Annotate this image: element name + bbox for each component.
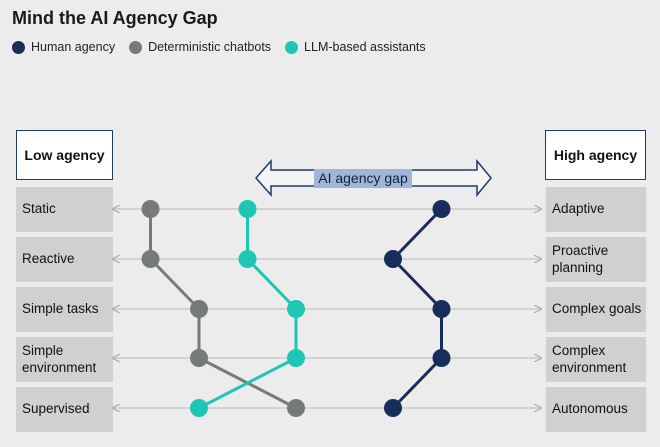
row-label-low-static: Static (16, 187, 113, 232)
legend-label-llm-assistants: LLM-based assistants (304, 40, 426, 54)
row-label-high-proactive-planning: Proactive planning (546, 237, 646, 282)
series-point-deterministic-chatbots-1 (141, 200, 160, 218)
row-label-low-supervised: Supervised (16, 387, 113, 432)
gap-label-highlight (314, 169, 412, 188)
legend: Human agency Deterministic chatbots LLM-… (12, 40, 426, 54)
gap-label: AI agency gap (318, 170, 408, 186)
row-label-low-simple-environment: Simple environment (16, 337, 113, 382)
row-label-high-complex-environment: Complex environment (546, 337, 646, 382)
series-point-deterministic-chatbots-4 (190, 349, 208, 367)
legend-item-deterministic-chatbots: Deterministic chatbots (129, 40, 271, 54)
series-point-human-agency-3 (432, 300, 451, 318)
row-label-high-autonomous: Autonomous (546, 387, 646, 432)
series-point-deterministic-chatbots-3 (190, 300, 208, 318)
series-point-human-agency-1 (432, 200, 451, 218)
low-agency-header: Low agency (16, 130, 113, 180)
gap-arrow: AI agency gap (254, 158, 492, 198)
series-points (141, 200, 451, 417)
series-point-llm-based-assistants-3 (287, 300, 305, 318)
legend-item-human-agency: Human agency (12, 40, 115, 54)
series-point-human-agency-4 (432, 349, 451, 367)
series-point-llm-based-assistants-4 (287, 349, 305, 367)
legend-label-human-agency: Human agency (31, 40, 116, 54)
row-label-high-complex-goals: Complex goals (546, 287, 646, 332)
series-point-llm-based-assistants-1 (238, 200, 257, 218)
series-point-deterministic-chatbots-2 (141, 250, 160, 268)
row-label-low-reactive: Reactive (16, 237, 113, 282)
row-label-high-adaptive: Adaptive (546, 187, 646, 232)
legend-item-llm-assistants: LLM-based assistants (285, 40, 426, 54)
high-agency-header: High agency (545, 130, 646, 180)
diagram-title: Mind the AI Agency Gap (12, 8, 218, 28)
legend-marker-deterministic-chatbots (129, 40, 143, 54)
series-point-deterministic-chatbots-5 (287, 399, 305, 417)
row-guides (114, 209, 540, 408)
series-point-llm-based-assistants-5 (190, 399, 208, 417)
series-point-human-agency-2 (384, 250, 402, 268)
legend-label-deterministic-chatbots: Deterministic chatbots (148, 40, 272, 54)
legend-marker-human-agency (12, 40, 25, 54)
series-point-llm-based-assistants-2 (238, 250, 257, 268)
row-label-low-simple-tasks: Simple tasks (16, 287, 113, 332)
series-point-human-agency-5 (384, 399, 402, 417)
legend-marker-llm-assistants (285, 40, 299, 54)
